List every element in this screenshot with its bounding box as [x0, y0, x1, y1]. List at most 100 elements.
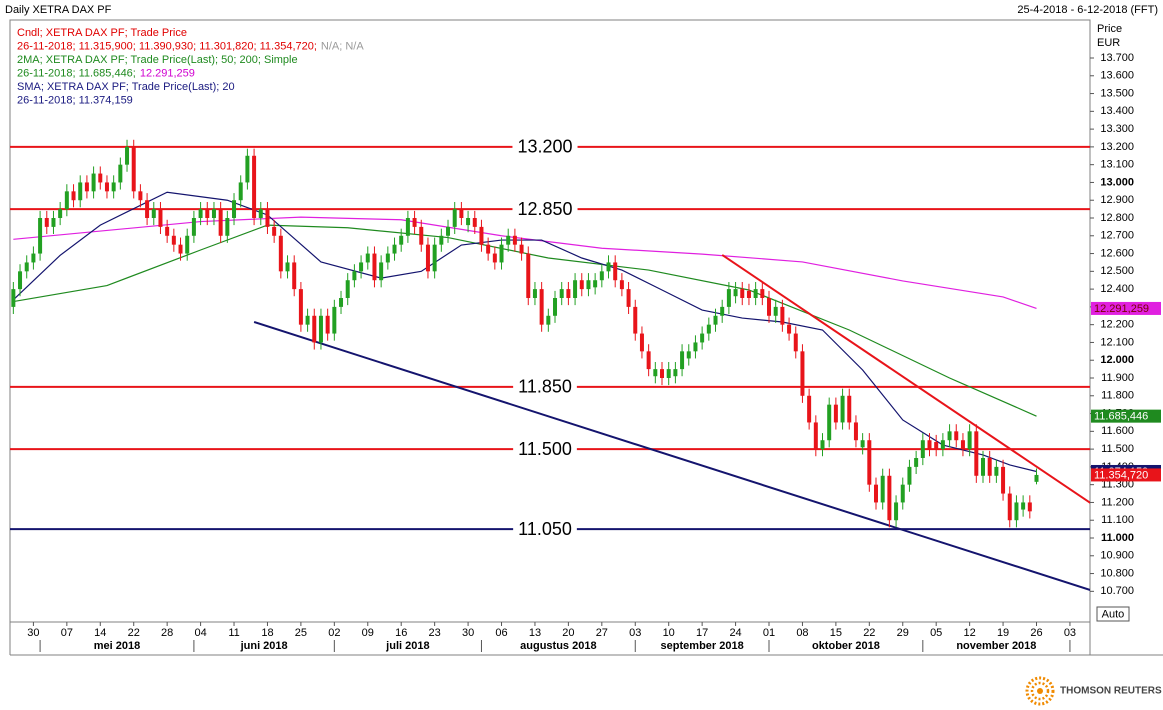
candle-body — [399, 235, 404, 245]
level-label: 11.050 — [518, 519, 572, 539]
legend-text: 26-11-2018; 11.315,900; 11.390,930; 11.3… — [17, 40, 317, 52]
x-tick-label: 07 — [61, 627, 73, 639]
candle-body — [807, 395, 812, 423]
legend-text: N/A; N/A — [321, 40, 364, 52]
candle-body — [1001, 466, 1006, 494]
candle-body — [138, 191, 143, 201]
candle-body — [131, 146, 136, 192]
level-label-bg — [512, 136, 578, 157]
candle-body — [118, 164, 123, 183]
candle-body — [827, 404, 832, 441]
candle-body — [512, 235, 517, 245]
candle-body — [746, 290, 751, 298]
auto-button[interactable] — [1096, 606, 1130, 622]
y-tick-label: 12.200 — [1100, 319, 1134, 331]
candle-body — [24, 262, 29, 272]
candle-body — [646, 351, 651, 370]
month-label: november 2018 — [956, 640, 1036, 652]
candle-body — [686, 351, 691, 359]
x-tick-label: 19 — [997, 627, 1009, 639]
candle-body — [947, 431, 952, 441]
candle-body — [559, 289, 564, 298]
legend-text: 26-11-2018; 11.685,446; — [17, 67, 136, 79]
moving-average-line — [13, 224, 1037, 417]
y-tick-label: 11.800 — [1101, 390, 1134, 402]
candle-body — [44, 218, 49, 227]
candle-body — [760, 289, 765, 298]
candle-body — [539, 289, 544, 325]
candle-body — [880, 475, 885, 503]
y-tick-label: 11.600 — [1101, 425, 1134, 437]
candle-body — [425, 244, 430, 272]
legend-text: 26-11-2018; 11.374,159 — [17, 94, 133, 106]
candle-body — [954, 431, 959, 441]
x-tick-label: 06 — [495, 627, 507, 639]
candle-body — [934, 442, 939, 450]
candle-body — [405, 218, 410, 236]
candle-body — [492, 253, 497, 263]
candle-body — [566, 289, 571, 298]
candle-body — [860, 440, 865, 448]
month-label: mei 2018 — [94, 640, 140, 652]
y-tick-label: 13.000 — [1100, 176, 1134, 188]
y-tick-label: 13.200 — [1100, 141, 1134, 153]
legend-text: SMA; XETRA DAX PF; Trade Price(Last); 20 — [17, 81, 235, 93]
candle-body — [298, 289, 303, 325]
axis-unit: EUR — [1097, 37, 1120, 49]
candle-body — [740, 289, 745, 298]
candle-body — [165, 226, 170, 236]
y-tick-label: 11.300 — [1101, 479, 1134, 491]
candle-body — [994, 466, 999, 476]
legend-text: 2MA; XETRA DAX PF; Trade Price(Last); 50… — [17, 54, 298, 66]
candle-body — [198, 209, 203, 218]
x-tick-label: 15 — [830, 627, 842, 639]
candle-body — [432, 244, 437, 272]
candle-body — [345, 280, 350, 298]
candle-body — [91, 173, 96, 192]
y-tick-label: 12.800 — [1100, 212, 1134, 224]
x-tick-label: 13 — [529, 627, 541, 639]
candle-body — [104, 182, 109, 192]
x-tick-label: 11 — [228, 627, 239, 639]
candle-body — [379, 262, 384, 281]
candle-body — [125, 146, 130, 165]
candle-body — [853, 422, 858, 441]
candle-body — [874, 484, 879, 503]
y-tick-label: 12.900 — [1100, 194, 1134, 206]
x-tick-label: 23 — [429, 627, 441, 639]
candle-body — [666, 369, 671, 378]
candle-body — [38, 218, 43, 254]
x-tick-label: 30 — [462, 627, 474, 639]
y-tick-label: 11.500 — [1101, 443, 1134, 455]
date-range: 25-4-2018 - 6-12-2018 (FFT) — [1017, 4, 1158, 16]
x-tick-label: 09 — [362, 627, 374, 639]
y-tick-label: 13.700 — [1100, 52, 1134, 64]
candle-body — [586, 280, 591, 290]
candle-body — [11, 289, 16, 307]
candle-body — [813, 422, 818, 450]
candle-body — [84, 182, 89, 192]
candle-body — [599, 271, 604, 281]
candle-body — [673, 369, 678, 377]
candle-body — [753, 289, 758, 298]
value-tag-label: 11.685,446 — [1094, 411, 1148, 423]
auto-button-label[interactable]: Auto — [1102, 608, 1125, 620]
legend-text: Cndl; XETRA DAX PF; Trade Price — [17, 27, 187, 39]
candle-body — [365, 253, 370, 263]
candle-body — [820, 440, 825, 450]
candle-body — [51, 218, 56, 227]
x-tick-label: 01 — [763, 627, 775, 639]
candle-body — [238, 182, 243, 201]
candle-body — [158, 209, 163, 227]
candle-body — [960, 440, 965, 450]
candle-body — [472, 218, 477, 227]
y-tick-label: 11.200 — [1101, 496, 1134, 508]
candle-body — [987, 458, 992, 476]
candle-body — [466, 218, 471, 226]
candle-body — [332, 306, 337, 334]
x-tick-label: 08 — [796, 627, 808, 639]
candle-body — [974, 431, 979, 476]
candle-body — [787, 324, 792, 334]
axis-label: Price — [1097, 23, 1122, 35]
candle-body — [726, 289, 731, 307]
